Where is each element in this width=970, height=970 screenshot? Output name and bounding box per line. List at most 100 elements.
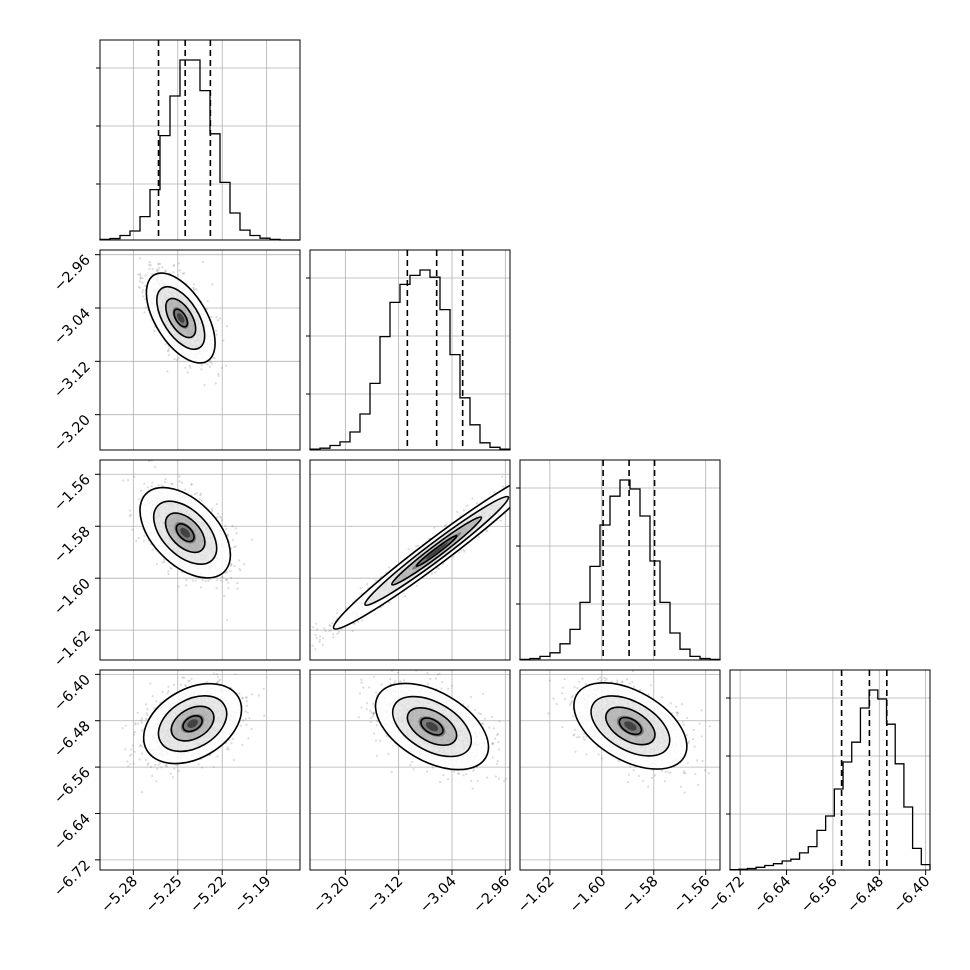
scatter-point bbox=[415, 584, 418, 587]
scatter-point bbox=[227, 581, 230, 584]
scatter-point bbox=[145, 703, 148, 706]
scatter-point bbox=[336, 632, 339, 635]
scatter-point bbox=[185, 584, 188, 587]
scatter-point bbox=[141, 729, 144, 732]
scatter-point bbox=[462, 549, 465, 552]
scatter-point bbox=[200, 499, 203, 502]
scatter-point bbox=[177, 274, 180, 277]
scatter-point bbox=[135, 540, 138, 543]
contour-line bbox=[173, 308, 189, 328]
scatter-point bbox=[133, 733, 136, 736]
scatter-point bbox=[163, 560, 166, 563]
scatter-point bbox=[133, 731, 136, 734]
scatter-point bbox=[147, 460, 151, 463]
scatter-point bbox=[158, 266, 161, 269]
scatter-point bbox=[157, 269, 160, 272]
scatter-point bbox=[217, 372, 220, 375]
scatter-point bbox=[216, 673, 219, 676]
scatter-point bbox=[314, 648, 317, 651]
scatter-point bbox=[167, 354, 170, 357]
scatter-point bbox=[471, 497, 474, 500]
scatter-point bbox=[306, 640, 308, 642]
panel-background bbox=[730, 670, 930, 870]
contour-panel-3-1 bbox=[99, 459, 301, 661]
scatter-point bbox=[430, 572, 433, 575]
scatter-point bbox=[198, 498, 201, 501]
scatter-point bbox=[329, 629, 332, 632]
scatter-point bbox=[335, 612, 338, 615]
scatter-point bbox=[194, 579, 197, 582]
scatter-point bbox=[262, 687, 265, 691]
histogram-panel-2 bbox=[306, 249, 511, 451]
scatter-point bbox=[151, 695, 154, 698]
scatter-point bbox=[512, 488, 514, 490]
scatter-point bbox=[183, 272, 186, 275]
scatter-point bbox=[230, 563, 233, 566]
scatter-point bbox=[167, 349, 170, 352]
scatter-point bbox=[331, 622, 334, 625]
scatter-point bbox=[128, 515, 132, 518]
scatter-point bbox=[234, 545, 237, 548]
scatter-point bbox=[233, 545, 236, 549]
density-fill bbox=[177, 313, 185, 323]
scatter-point bbox=[184, 488, 187, 491]
scatter-point bbox=[207, 579, 210, 583]
scatter-point bbox=[514, 502, 516, 504]
scatter-point bbox=[192, 286, 195, 289]
density-fill bbox=[156, 286, 205, 350]
scatter-point bbox=[475, 502, 479, 505]
scatter-point bbox=[209, 360, 212, 364]
scatter-point bbox=[213, 357, 216, 360]
scatter-point bbox=[141, 289, 144, 292]
scatter-point bbox=[157, 263, 160, 266]
scatter-point bbox=[181, 272, 185, 275]
scatter-point bbox=[187, 679, 190, 683]
scatter-point bbox=[163, 558, 166, 561]
scatter-point bbox=[134, 723, 137, 726]
scatter-point bbox=[246, 711, 249, 714]
scatter-point bbox=[216, 755, 219, 758]
scatter-point bbox=[167, 685, 170, 688]
scatter-point bbox=[177, 769, 181, 773]
scatter-point bbox=[190, 677, 193, 680]
scatter-point bbox=[216, 681, 219, 684]
scatter-point bbox=[203, 384, 206, 387]
scatter-point bbox=[138, 745, 141, 748]
scatter-point bbox=[225, 578, 228, 582]
scatter-point bbox=[205, 308, 208, 311]
scatter-point bbox=[181, 676, 184, 679]
scatter-point bbox=[167, 347, 170, 350]
contour-line bbox=[364, 495, 510, 607]
scatter-point bbox=[124, 724, 127, 727]
scatter-point bbox=[170, 567, 173, 570]
scatter-point bbox=[225, 578, 228, 581]
scatter-point bbox=[493, 491, 496, 494]
scatter-point bbox=[463, 550, 466, 553]
scatter-point bbox=[517, 489, 519, 491]
scatter-point bbox=[238, 692, 241, 695]
scatter-point bbox=[212, 662, 214, 664]
scatter-point bbox=[185, 578, 188, 582]
scatter-point bbox=[321, 637, 325, 640]
scatter-point bbox=[217, 374, 220, 377]
scatter-point bbox=[328, 624, 331, 627]
scatter-point bbox=[177, 585, 180, 588]
scatter-point bbox=[136, 711, 139, 714]
scatter-point bbox=[318, 640, 321, 643]
scatter-point bbox=[131, 528, 134, 531]
contour-line bbox=[175, 523, 195, 543]
scatter-point bbox=[139, 274, 142, 277]
scatter-point bbox=[139, 743, 142, 747]
scatter-point bbox=[248, 717, 251, 720]
scatter-point bbox=[155, 563, 158, 566]
contour-line bbox=[415, 534, 458, 568]
scatter-point bbox=[215, 316, 218, 319]
scatter-point bbox=[303, 644, 305, 646]
scatter-point bbox=[160, 766, 163, 769]
scatter-point bbox=[225, 364, 228, 367]
scatter-point bbox=[416, 544, 420, 547]
scatter-point bbox=[192, 289, 195, 292]
scatter-point bbox=[216, 515, 219, 519]
density-fill bbox=[174, 521, 196, 544]
scatter-point bbox=[164, 478, 167, 481]
